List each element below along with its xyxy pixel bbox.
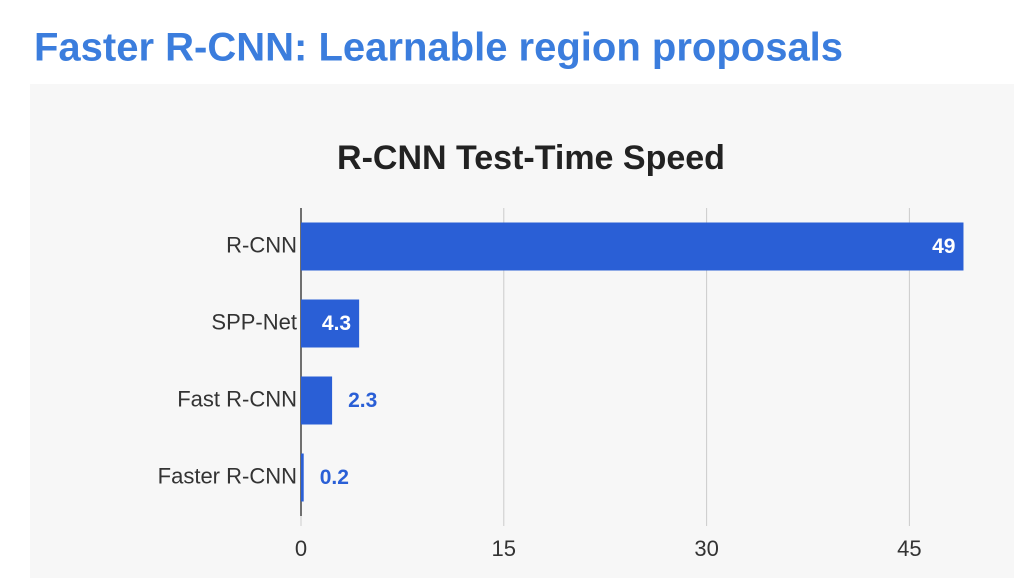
y-tick-label: Fast R-CNN — [177, 386, 297, 411]
bar — [301, 453, 304, 502]
bar — [301, 299, 360, 348]
y-tick-label: Faster R-CNN — [158, 463, 297, 488]
value-label: 4.3 — [322, 312, 351, 335]
x-tick-label: 30 — [694, 536, 718, 561]
x-tick-label: 45 — [897, 536, 921, 561]
x-tick-label: 15 — [492, 536, 516, 561]
y-tick-label: SPP-Net — [211, 309, 297, 334]
slide-title: Faster R-CNN: Learnable region proposals — [34, 26, 843, 70]
bar — [301, 376, 333, 425]
chart-title: R-CNN Test-Time Speed — [337, 139, 725, 177]
bar — [301, 222, 964, 271]
value-label: 2.3 — [348, 389, 377, 412]
value-label: 49 — [932, 235, 955, 258]
value-label: 0.2 — [320, 466, 349, 489]
y-tick-label: R-CNN — [226, 232, 297, 257]
x-tick-label: 0 — [295, 536, 307, 561]
chart-background — [30, 84, 1014, 578]
